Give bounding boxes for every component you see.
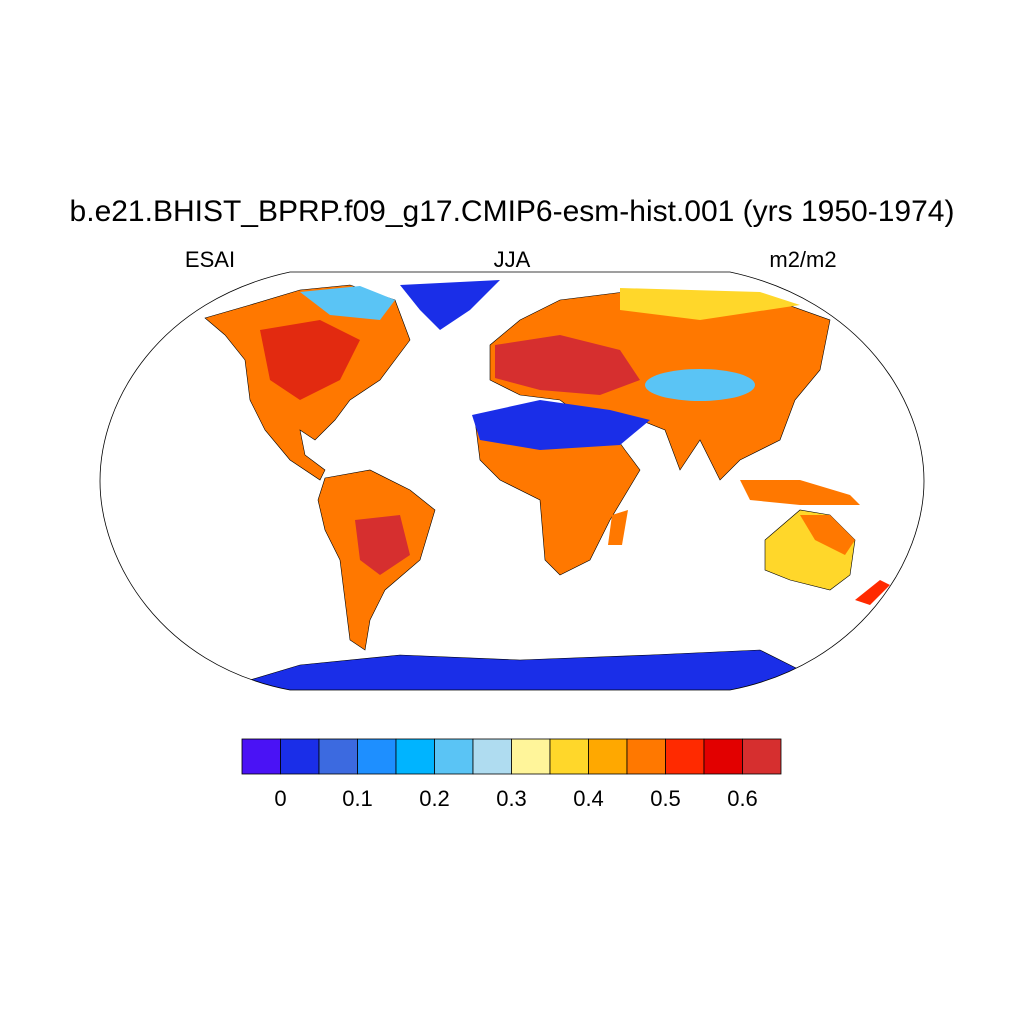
colorbar-box [588, 738, 628, 775]
madagascar [608, 510, 628, 545]
sahara [472, 400, 650, 450]
australia-north [800, 515, 855, 555]
center-string: JJA [494, 247, 531, 272]
right-string: m2/m2 [769, 247, 836, 272]
title: b.e21.BHIST_BPRP.f09_g17.CMIP6-esm-hist.… [70, 195, 955, 228]
colorbar-box [280, 738, 320, 775]
central-asia [645, 369, 755, 401]
colorbar-box [434, 738, 474, 775]
siberia-yellow [620, 288, 800, 320]
colorbar-box [549, 738, 589, 775]
colorbar: 0 0.1 0.2 0.3 0.4 0.5 0.6 [241, 738, 782, 811]
colorbar-tick-label: 0.1 [342, 786, 373, 811]
south-america-red [355, 515, 410, 575]
antarctica [239, 649, 801, 690]
map-layer [204, 280, 890, 690]
colorbar-tick-label: 0.4 [573, 786, 604, 811]
colorbar-box [665, 738, 705, 775]
colorbar-box [742, 738, 782, 775]
colorbar-tick-label: 0.3 [496, 786, 527, 811]
colorbar-box [357, 738, 397, 775]
colorbar-box [241, 738, 281, 775]
colorbar-box [395, 738, 435, 775]
colorbar-tick-label: 0.5 [650, 786, 681, 811]
colorbar-tick-label: 0 [274, 786, 286, 811]
north-america-red [260, 320, 360, 400]
colorbar-tick-label: 0.2 [419, 786, 450, 811]
colorbar-box [472, 738, 512, 775]
colorbar-box [318, 738, 358, 775]
left-string: ESAI [185, 247, 235, 272]
new-zealand [855, 580, 890, 605]
arctic-canada [300, 286, 395, 320]
colorbar-tick-label: 0.6 [727, 786, 758, 811]
indonesia [740, 480, 860, 505]
colorbar-box [511, 738, 551, 775]
colorbar-box [626, 738, 666, 775]
map-outline [99, 271, 925, 691]
colorbar-box [703, 738, 743, 775]
greenland [400, 280, 500, 330]
europe-red [495, 335, 640, 395]
